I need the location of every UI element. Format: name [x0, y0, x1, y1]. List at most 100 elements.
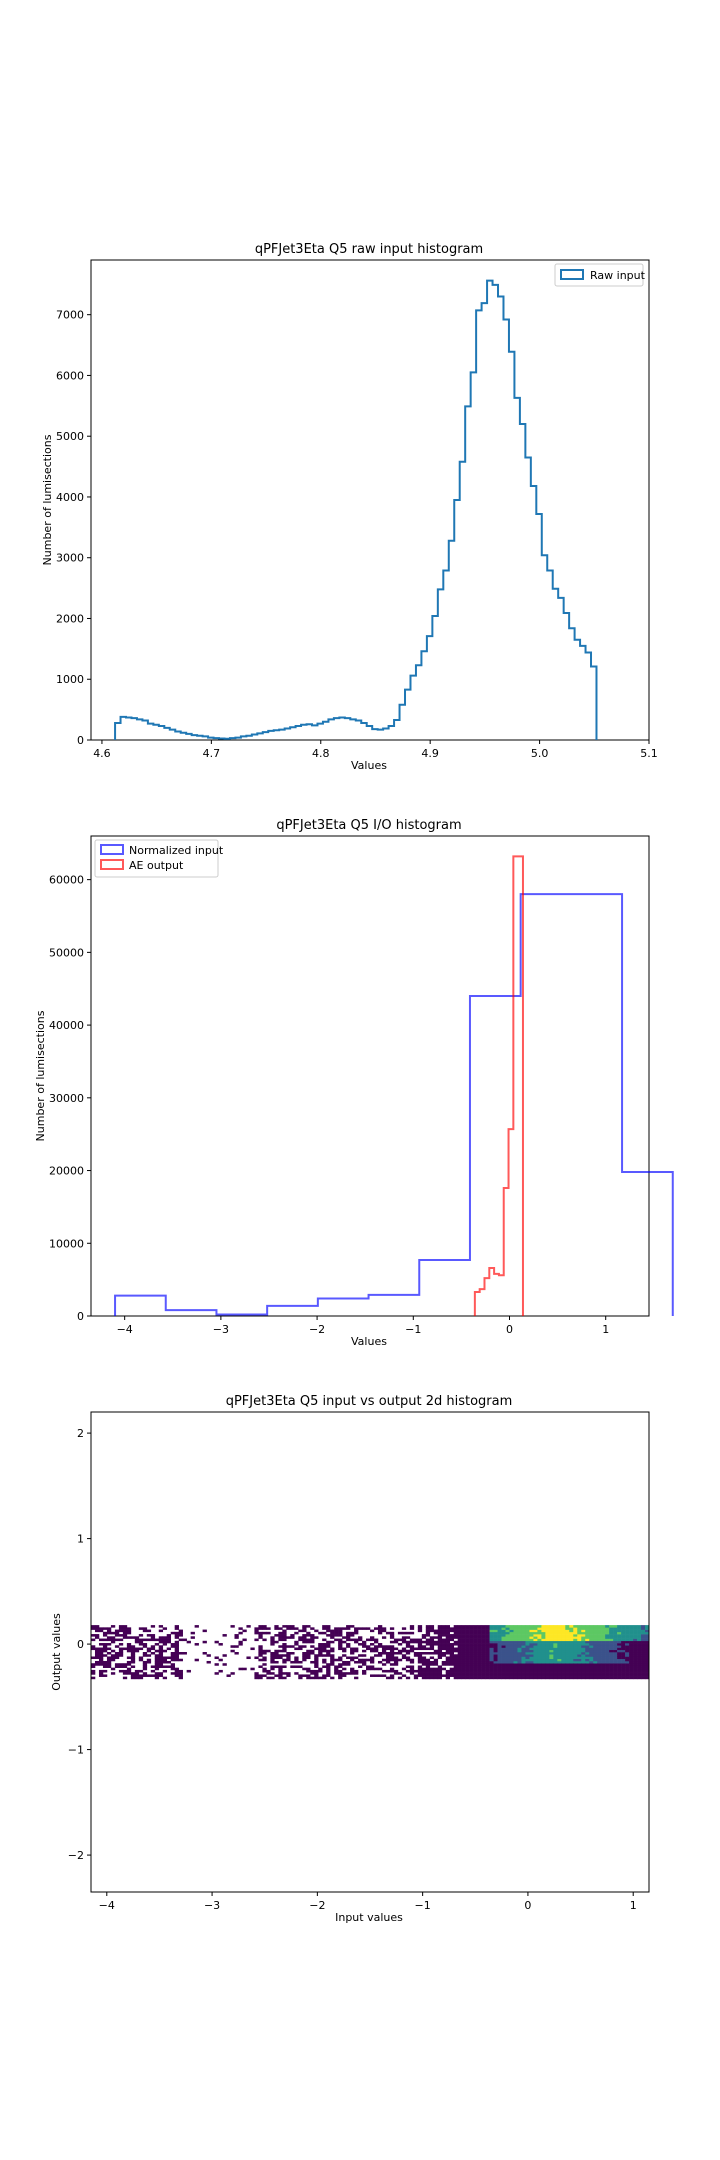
heatmap-cell — [597, 1631, 602, 1635]
heatmap-cell — [589, 1660, 594, 1664]
heatmap-cell — [381, 1629, 387, 1633]
heatmap-cell — [633, 1667, 638, 1671]
heatmap-cell — [609, 1645, 614, 1648]
heatmap-cell — [174, 1625, 179, 1628]
heatmap-cell — [310, 1660, 315, 1664]
heatmap-cell — [401, 1674, 407, 1677]
heatmap-cell — [593, 1625, 598, 1628]
heatmap-cell — [533, 1629, 538, 1633]
heatmap-cell — [326, 1665, 331, 1668]
heatmap-cell — [322, 1638, 327, 1642]
heatmap-cell — [142, 1643, 148, 1646]
heatmap-cell — [445, 1638, 451, 1642]
heatmap-cell — [517, 1676, 522, 1680]
heatmap-cell — [178, 1634, 183, 1637]
heatmap-cell — [497, 1643, 502, 1646]
heatmap-cell — [274, 1627, 279, 1630]
heatmap-cell — [118, 1643, 124, 1646]
heatmap-cell — [350, 1631, 355, 1635]
heatmap-cell — [306, 1676, 311, 1680]
heatmap-cell — [314, 1669, 319, 1673]
heatmap-cell — [569, 1660, 574, 1664]
heatmap-cell — [381, 1636, 387, 1639]
heatmap-cell — [605, 1663, 610, 1666]
heatmap-cell — [521, 1672, 526, 1675]
heatmap-cell — [485, 1627, 490, 1630]
heatmap-cell — [569, 1640, 574, 1644]
heatmap-cell — [110, 1672, 116, 1675]
heatmap-cell — [517, 1638, 522, 1642]
heatmap-cell — [421, 1652, 427, 1655]
heatmap-cell — [565, 1672, 570, 1675]
heatmap-cell — [158, 1656, 164, 1660]
heatmap-cell — [605, 1636, 610, 1639]
heatmap-cell — [377, 1652, 383, 1655]
heatmap-cell — [581, 1652, 586, 1655]
heatmap-cell — [525, 1676, 530, 1680]
heatmap-cell — [637, 1665, 642, 1668]
heatmap-cell — [597, 1625, 602, 1628]
heatmap-cell — [517, 1629, 522, 1633]
heatmap-cell — [477, 1638, 482, 1642]
heatmap-cell — [473, 1669, 478, 1673]
heatmap-cell — [425, 1676, 431, 1680]
heatmap-cell — [397, 1638, 403, 1642]
heatmap-cell — [174, 1652, 179, 1655]
heatmap-cell — [314, 1654, 319, 1657]
heatmap-cell — [246, 1625, 251, 1628]
heatmap-cell — [549, 1672, 554, 1675]
heatmap-cell — [505, 1656, 510, 1660]
heatmap-cell — [162, 1676, 168, 1680]
heatmap-cell — [589, 1629, 594, 1633]
heatmap-cell — [174, 1645, 179, 1648]
heatmap-cell — [629, 1649, 634, 1653]
heatmap-cell — [581, 1645, 586, 1648]
heatmap-cell — [370, 1667, 375, 1671]
heatmap-cell — [601, 1676, 606, 1680]
heatmap-cell — [517, 1669, 522, 1673]
heatmap-cell — [162, 1656, 168, 1660]
heatmap-cell — [645, 1652, 650, 1655]
heatmap-cell — [473, 1645, 478, 1648]
heatmap-cell — [565, 1643, 570, 1646]
heatmap-cell — [461, 1652, 466, 1655]
heatmap-cell — [389, 1640, 395, 1644]
heatmap-cell — [278, 1631, 283, 1635]
heatmap-cell — [118, 1629, 124, 1633]
heatmap-cell — [621, 1636, 626, 1639]
heatmap-cell — [457, 1640, 462, 1644]
heatmap-cell — [417, 1658, 423, 1662]
heatmap-cell — [389, 1654, 395, 1657]
heatmap-cell — [521, 1658, 526, 1662]
heatmap-cell — [262, 1663, 267, 1666]
heatmap-cell — [489, 1643, 494, 1646]
heatmap-cell — [509, 1634, 514, 1637]
heatmap-cell — [621, 1658, 626, 1662]
heatmap-cell — [485, 1656, 490, 1660]
heatmap-cell — [521, 1627, 526, 1630]
heatmap-cell — [449, 1654, 454, 1657]
heatmap-cell — [413, 1669, 419, 1673]
heatmap-cell — [338, 1658, 343, 1662]
heatmap-cell — [529, 1649, 534, 1653]
heatmap-cell — [633, 1625, 638, 1628]
heatmap-cell — [489, 1627, 494, 1630]
heatmap-cell — [501, 1674, 506, 1677]
heatmap-cell — [469, 1636, 474, 1639]
heatmap-cell — [346, 1672, 351, 1675]
heatmap-cell — [222, 1663, 227, 1666]
heatmap-cell — [182, 1638, 187, 1642]
heatmap-cell — [469, 1643, 474, 1646]
heatmap-cell — [545, 1658, 550, 1662]
heatmap-cell — [110, 1656, 116, 1660]
heatmap-cell — [513, 1665, 518, 1668]
heatmap-cell — [150, 1652, 156, 1655]
heatmap-cell — [493, 1665, 498, 1668]
heatmap-cell — [645, 1640, 650, 1644]
heatmap-cell — [258, 1634, 263, 1637]
heatmap-cell — [561, 1656, 566, 1660]
heatmap-cell — [258, 1625, 263, 1628]
heatmap-cell — [549, 1658, 554, 1662]
heatmap-cell — [282, 1654, 287, 1657]
heatmap-cell — [593, 1649, 598, 1653]
